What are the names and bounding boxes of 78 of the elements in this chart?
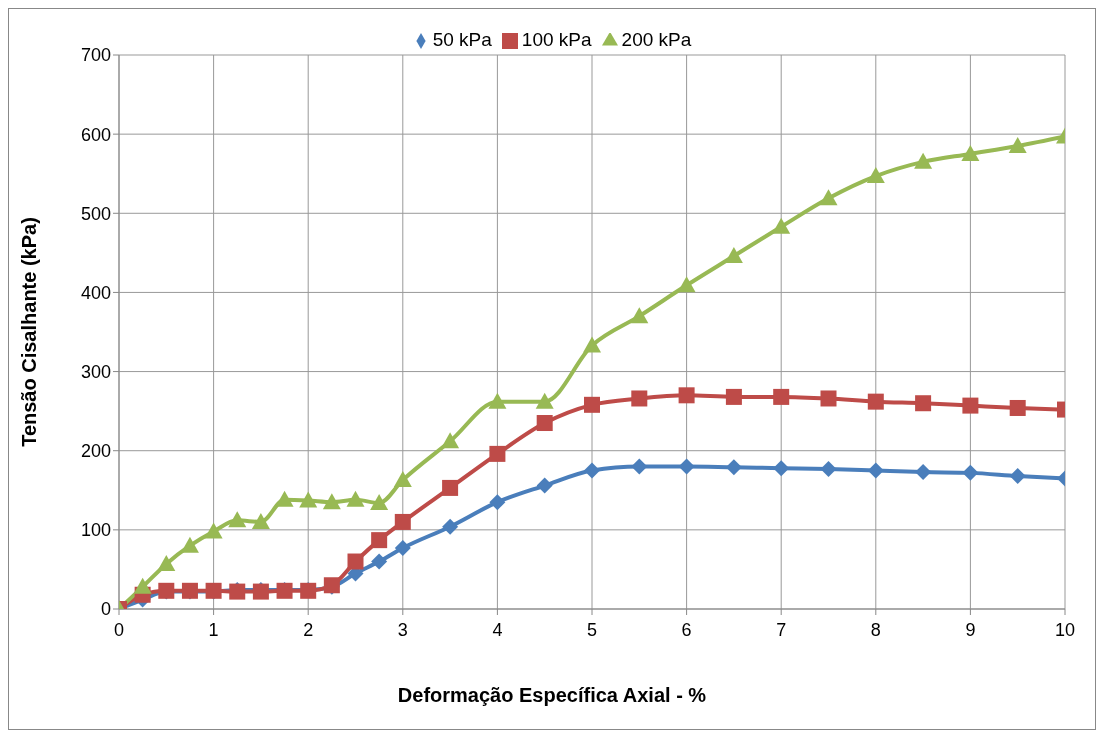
legend-label: 200 kPa xyxy=(621,29,692,50)
point xyxy=(393,471,412,487)
point xyxy=(584,462,600,479)
point xyxy=(724,247,743,264)
point xyxy=(678,387,695,404)
point xyxy=(773,460,790,477)
y-tick-label: 100 xyxy=(80,520,111,541)
point xyxy=(441,432,460,449)
point xyxy=(867,393,884,410)
point xyxy=(371,532,388,549)
point xyxy=(133,577,152,594)
y-tick-label: 700 xyxy=(80,45,111,66)
point xyxy=(820,390,837,407)
point xyxy=(819,189,838,206)
x-axis-title: Deformação Específica Axial - % xyxy=(396,684,708,707)
point xyxy=(915,395,932,412)
x-tick-label: 0 xyxy=(113,619,125,640)
point xyxy=(866,167,885,184)
point xyxy=(347,553,364,570)
x-tick-label: 6 xyxy=(681,619,692,640)
y-axis-title: Tensão Cisalhante (kPa) xyxy=(18,217,41,447)
point xyxy=(867,462,884,479)
point xyxy=(631,458,648,475)
point xyxy=(1008,137,1027,154)
point xyxy=(773,388,790,405)
legend-label: 50 kPa xyxy=(432,29,492,50)
y-tick-label: 200 xyxy=(80,441,111,462)
point xyxy=(346,490,365,507)
point xyxy=(536,415,553,432)
point xyxy=(204,522,223,539)
point xyxy=(489,494,506,511)
point xyxy=(677,276,696,293)
x-tick-label: 9 xyxy=(965,619,976,640)
x-tick-label: 10 xyxy=(1054,619,1076,640)
point xyxy=(961,144,980,161)
x-tick-label: 3 xyxy=(397,619,408,640)
legend-label: 100 kPa xyxy=(521,29,592,50)
point xyxy=(584,396,600,413)
point xyxy=(914,152,933,169)
point xyxy=(725,388,742,405)
point xyxy=(630,307,649,324)
point xyxy=(536,477,553,494)
point xyxy=(228,511,247,528)
point xyxy=(915,464,932,481)
point xyxy=(322,493,341,510)
x-tick-label: 5 xyxy=(586,619,598,640)
x-tick-label: 4 xyxy=(492,619,503,640)
y-tick-label: 400 xyxy=(80,282,111,303)
point xyxy=(371,553,388,570)
point xyxy=(962,397,979,414)
point xyxy=(583,336,601,353)
x-tick-label: 8 xyxy=(870,619,881,640)
point xyxy=(299,491,318,508)
point xyxy=(1009,468,1026,485)
x-tick-label: 7 xyxy=(776,619,787,640)
point xyxy=(678,458,695,475)
point xyxy=(820,460,837,477)
y-tick-label: 300 xyxy=(80,361,111,382)
point xyxy=(370,493,389,510)
point xyxy=(488,392,507,409)
point xyxy=(535,392,554,409)
point xyxy=(394,513,411,530)
point xyxy=(394,540,411,557)
point xyxy=(157,554,176,571)
y-tick-label: 0 xyxy=(100,599,111,620)
point xyxy=(725,459,742,476)
y-tick-label: 500 xyxy=(80,203,111,224)
y-tick-label: 600 xyxy=(80,124,111,145)
point xyxy=(631,390,648,407)
point xyxy=(442,479,459,496)
point xyxy=(442,518,459,535)
point xyxy=(251,512,270,529)
x-tick-label: 2 xyxy=(303,619,314,640)
point xyxy=(772,217,791,234)
x-tick-label: 1 xyxy=(208,619,219,640)
point xyxy=(1009,399,1026,416)
point xyxy=(489,445,506,462)
point xyxy=(962,464,979,481)
